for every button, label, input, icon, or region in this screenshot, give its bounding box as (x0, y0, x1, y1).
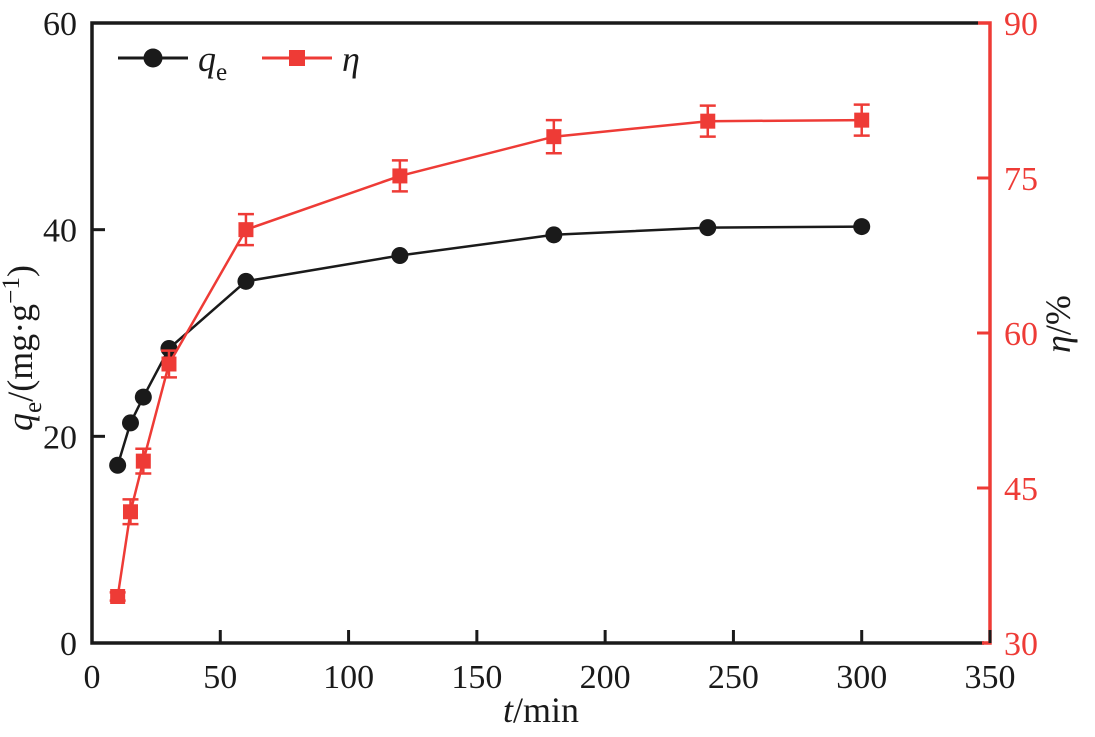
legend-marker-circle (143, 48, 163, 68)
qe-marker-circle (699, 219, 717, 237)
qe-marker-circle (545, 226, 563, 244)
legend-label-qe: qe (198, 39, 227, 86)
qe-marker-circle (237, 272, 255, 290)
y-right-axis-title-part: /% (1038, 295, 1078, 335)
y-left-axis-title-part: e (20, 402, 47, 413)
x-tick-label: 250 (708, 659, 759, 696)
y-left-tick-label: 40 (43, 213, 77, 250)
eta-marker-square (392, 168, 408, 184)
x-tick-label: 150 (451, 659, 502, 696)
qe-marker-circle (391, 247, 409, 264)
y-right-tick-label: 45 (1004, 471, 1038, 508)
y-right-axis-title-part: η (1038, 335, 1078, 353)
y-right-axis: 30 45 60 75 90 η/% (977, 6, 1078, 663)
x-tick-label: 0 (84, 659, 101, 696)
y-left-axis-title: qe/(mg·g−1) (0, 265, 47, 431)
frame-black-axes (90, 21, 984, 645)
legend-label-qe-part: q (198, 39, 216, 79)
eta-marker-square (135, 453, 151, 469)
qe-marker-circle (853, 218, 871, 236)
legend: qe η (118, 39, 360, 86)
qe-line (116, 225, 862, 466)
eta-marker-square (238, 222, 254, 238)
x-axis-title: t/min (503, 690, 579, 730)
eta-marker-square (161, 356, 177, 372)
eta-marker-square (122, 504, 138, 520)
x-tick-label: 200 (580, 659, 631, 696)
qe-marker-circle (160, 340, 178, 357)
legend-item-eta: η (262, 39, 360, 79)
y-left-axis-title-part: /(mg·g (0, 304, 40, 402)
y-left-tick-label: 0 (60, 626, 77, 663)
eta-marker-square (700, 113, 716, 129)
y-left-axis-title-part: −1 (0, 277, 25, 304)
y-left-axis-title-part: q (0, 413, 40, 431)
series-qe (109, 218, 871, 474)
eta-marker-square (854, 112, 870, 128)
x-axis-title-part: t (503, 690, 514, 730)
eta-line (116, 118, 862, 597)
x-tick-label: 50 (203, 659, 237, 696)
eta-marker-square (546, 129, 562, 145)
qe-marker-circle (109, 456, 127, 474)
x-tick-label: 300 (836, 659, 887, 696)
x-tick-label: 350 (965, 659, 1016, 696)
y-right-tick-label: 30 (1004, 626, 1038, 663)
legend-label-eta: η (342, 39, 360, 79)
qe-marker-circle (134, 388, 152, 406)
eta-marker-square (110, 589, 126, 604)
x-tick-label: 100 (323, 659, 374, 696)
y-right-tick-label: 90 (1004, 6, 1038, 43)
y-right-tick-label: 60 (1004, 316, 1038, 353)
legend-label-qe-part: e (216, 59, 227, 86)
x-axis-title-part: /min (513, 690, 579, 730)
legend-label-eta-part: η (342, 39, 360, 79)
y-left-tick-label: 60 (43, 6, 77, 43)
series-eta (109, 103, 870, 604)
legend-marker-square (289, 50, 305, 66)
x-axis: 0 50 100 150 200 250 300 350 t/min (84, 630, 1016, 730)
y-left-tick-label: 20 (43, 419, 77, 456)
y-left-axis: 0 20 40 60 qe/(mg·g−1) (0, 6, 105, 663)
legend-item-qe: qe (118, 39, 227, 86)
y-right-axis-title: η/% (1038, 295, 1078, 353)
y-right-tick-label: 75 (1004, 161, 1038, 198)
y-left-axis-title-part: ) (0, 265, 40, 277)
qe-marker-circle (121, 414, 139, 432)
